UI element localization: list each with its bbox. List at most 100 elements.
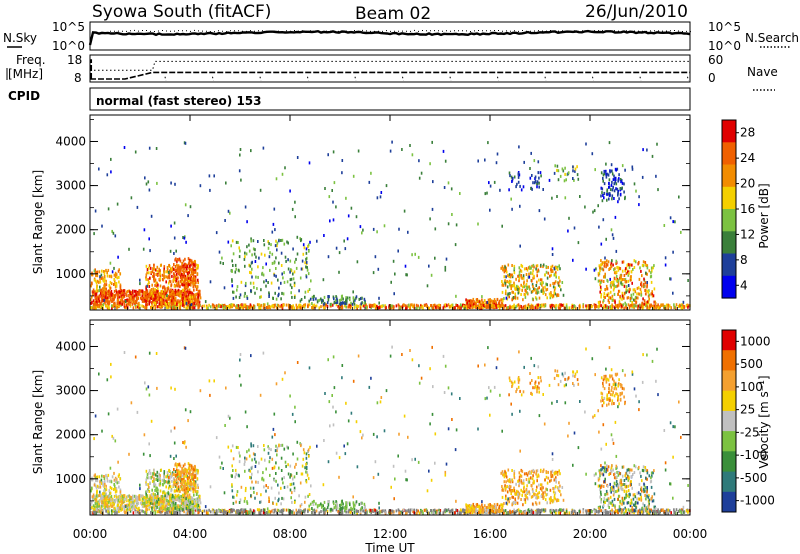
velocity-cell — [212, 508, 215, 512]
power-cell — [533, 274, 535, 278]
velocity-cell — [233, 508, 235, 512]
cpid-mode: normal (fast stereo) 153 — [96, 94, 262, 108]
power-cell — [609, 296, 612, 300]
power-cell — [183, 284, 186, 288]
power-cell — [668, 304, 671, 308]
power-cell — [525, 290, 527, 293]
power-cell — [162, 301, 164, 305]
power-cell — [280, 297, 282, 301]
power-cell — [516, 296, 519, 300]
velocity-cell — [295, 508, 298, 512]
velocity-cell — [292, 509, 294, 513]
velocity-cell — [134, 508, 136, 512]
power-cell — [488, 181, 490, 185]
power-cell — [602, 179, 604, 183]
power-cell — [308, 161, 311, 165]
power-cell — [477, 222, 479, 226]
power-cell — [594, 168, 596, 172]
power-cell — [529, 271, 532, 275]
velocity-cell — [585, 509, 587, 513]
velocity-cell — [107, 509, 109, 513]
power-cell — [265, 284, 267, 288]
power-cell — [305, 257, 307, 261]
power-cell — [197, 264, 199, 268]
velocity-cell — [598, 509, 600, 513]
power-cell — [626, 289, 629, 293]
power-cell — [208, 174, 211, 178]
power-cell — [468, 299, 471, 303]
power-cell — [492, 300, 494, 304]
power-cell — [554, 292, 556, 296]
power-cell — [156, 300, 158, 304]
velocity-cell — [639, 508, 641, 512]
power-cell — [144, 306, 146, 310]
power-cell — [524, 305, 526, 309]
power-cell — [653, 300, 656, 304]
velocity-cell — [356, 511, 358, 515]
power-cell — [536, 182, 538, 186]
power-cell — [231, 239, 234, 243]
power-cell — [234, 270, 237, 274]
power-cell — [510, 273, 512, 277]
velocity-cell — [94, 511, 97, 515]
velocity-cell — [93, 495, 96, 499]
power-cell — [147, 280, 150, 284]
power-cell — [144, 176, 146, 180]
power-cell — [656, 142, 658, 146]
velocity-cell — [655, 510, 658, 514]
power-cell — [190, 272, 193, 275]
velocity-cell — [145, 496, 147, 500]
power-cell — [553, 171, 556, 175]
power-cell — [616, 187, 619, 191]
power-cell — [512, 290, 514, 294]
power-cell — [508, 188, 510, 192]
velocity-cell — [560, 508, 562, 512]
power-cell — [406, 306, 408, 310]
power-cell — [287, 267, 290, 271]
velocity-cell — [105, 504, 107, 508]
velocity-cell — [92, 507, 95, 511]
power-cell — [672, 220, 674, 224]
power-cell — [188, 288, 191, 292]
power-cell — [620, 180, 622, 184]
power-cell — [121, 296, 124, 299]
power-cell — [511, 290, 513, 294]
power-cell — [258, 256, 260, 260]
power-cell — [105, 299, 107, 303]
power-cell — [187, 297, 190, 301]
power-cell — [556, 164, 559, 168]
power-cell — [286, 240, 288, 244]
power-cell — [493, 180, 496, 184]
power-cell — [463, 305, 465, 308]
power-cell — [409, 303, 412, 307]
power-cell — [146, 289, 148, 293]
power-cell — [100, 300, 103, 304]
velocity-cell — [531, 509, 534, 513]
power-cell — [170, 270, 173, 274]
power-cell — [532, 285, 534, 288]
velocity-cell — [507, 511, 509, 514]
power-cell — [621, 260, 624, 264]
power-cell — [141, 297, 143, 301]
velocity-cell — [120, 508, 122, 512]
power-cell — [145, 285, 147, 289]
power-cell — [438, 306, 441, 310]
power-cell — [482, 304, 485, 307]
power-cell — [142, 247, 145, 251]
power-cell — [619, 296, 621, 300]
power-cell — [637, 304, 640, 308]
power-cell — [323, 306, 325, 310]
power-cell — [522, 185, 525, 189]
power-cell — [603, 274, 606, 278]
power-cell — [142, 305, 145, 309]
power-cell — [542, 303, 545, 307]
power-cell — [555, 275, 557, 279]
power-cell — [168, 264, 170, 268]
power-cell — [682, 300, 685, 304]
velocity-cell — [559, 508, 561, 512]
power-cell — [602, 280, 605, 283]
power-cell — [162, 286, 164, 290]
power-cell — [534, 296, 537, 300]
power-cell — [244, 251, 246, 255]
velocity-cell — [674, 510, 676, 514]
